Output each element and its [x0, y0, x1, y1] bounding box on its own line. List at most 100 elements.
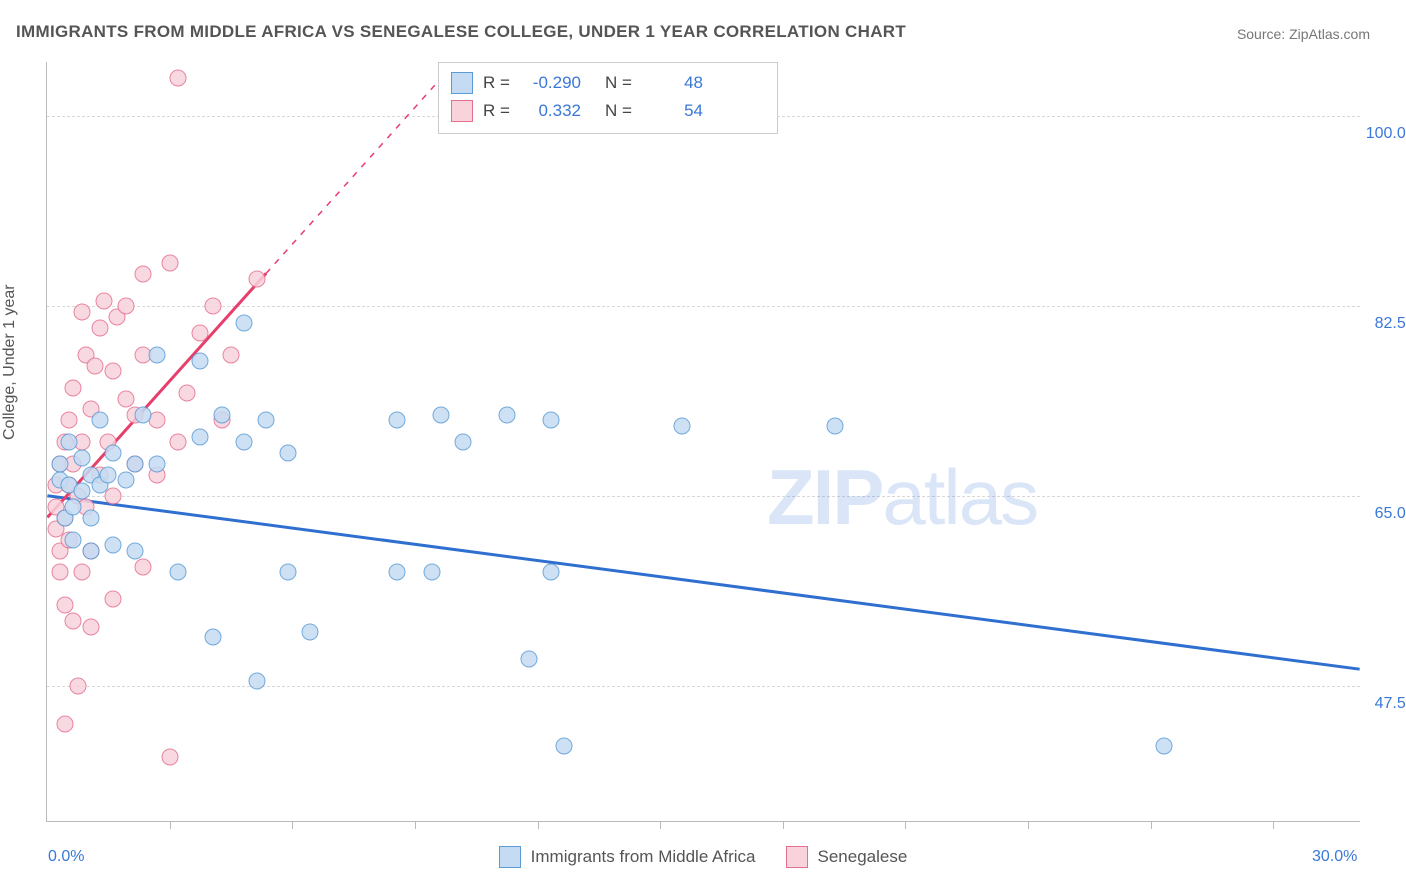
- data-point: [104, 444, 121, 461]
- data-point: [65, 379, 82, 396]
- value-R-series-2: 0.332: [525, 101, 595, 121]
- x-tick: [415, 821, 416, 829]
- data-point: [674, 417, 691, 434]
- legend-row-series-2: R = 0.332 N = 54: [451, 97, 765, 125]
- swatch-series-2: [451, 100, 473, 122]
- data-point: [170, 70, 187, 87]
- data-point: [214, 406, 231, 423]
- data-point: [279, 444, 296, 461]
- data-point: [192, 428, 209, 445]
- data-point: [236, 434, 253, 451]
- x-tick: [538, 821, 539, 829]
- data-point: [87, 358, 104, 375]
- data-point: [60, 412, 77, 429]
- data-point: [135, 265, 152, 282]
- data-point: [249, 271, 266, 288]
- data-point: [433, 406, 450, 423]
- x-tick: [905, 821, 906, 829]
- y-tick-label: 100.0%: [1366, 125, 1406, 143]
- legend-series-names: Immigrants from Middle Africa Senegalese: [0, 846, 1406, 868]
- y-tick-label: 65.0%: [1375, 505, 1406, 523]
- legend-item-series-2: Senegalese: [786, 846, 908, 868]
- x-tick: [170, 821, 171, 829]
- correlation-chart: IMMIGRANTS FROM MIDDLE AFRICA VS SENEGAL…: [0, 0, 1406, 892]
- x-tick: [1273, 821, 1274, 829]
- label-R: R =: [483, 101, 515, 121]
- data-point: [117, 298, 134, 315]
- data-point: [148, 347, 165, 364]
- data-point: [126, 542, 143, 559]
- data-point: [161, 748, 178, 765]
- legend-label-series-1: Immigrants from Middle Africa: [531, 847, 756, 867]
- data-point: [135, 406, 152, 423]
- x-tick: [292, 821, 293, 829]
- data-point: [91, 320, 108, 337]
- data-point: [74, 564, 91, 581]
- x-tick-label-max: 30.0%: [1312, 848, 1357, 866]
- data-point: [455, 434, 472, 451]
- source-name: ZipAtlas.com: [1289, 26, 1370, 42]
- data-point: [82, 618, 99, 635]
- y-axis-title: College, Under 1 year: [1, 284, 19, 440]
- data-point: [279, 564, 296, 581]
- label-N: N =: [605, 101, 637, 121]
- data-point: [222, 347, 239, 364]
- source-prefix: Source:: [1237, 26, 1289, 42]
- data-point: [424, 564, 441, 581]
- source-attribution: Source: ZipAtlas.com: [1237, 26, 1370, 42]
- data-point: [389, 564, 406, 581]
- gridline-h: [47, 306, 1360, 307]
- data-point: [91, 412, 108, 429]
- swatch-series-1: [451, 72, 473, 94]
- data-point: [74, 450, 91, 467]
- data-point: [56, 716, 73, 733]
- data-point: [236, 314, 253, 331]
- data-point: [555, 738, 572, 755]
- data-point: [258, 412, 275, 429]
- swatch-series-1: [499, 846, 521, 868]
- data-point: [104, 591, 121, 608]
- data-point: [249, 672, 266, 689]
- data-point: [65, 531, 82, 548]
- data-point: [827, 417, 844, 434]
- data-point: [148, 455, 165, 472]
- x-tick-label-min: 0.0%: [48, 848, 84, 866]
- data-point: [74, 482, 91, 499]
- label-R: R =: [483, 73, 515, 93]
- data-point: [69, 678, 86, 695]
- legend-statistics: R = -0.290 N = 48 R = 0.332 N = 54: [438, 62, 778, 134]
- data-point: [65, 499, 82, 516]
- data-point: [104, 488, 121, 505]
- data-point: [117, 390, 134, 407]
- plot-area: ZIPatlas 47.5%65.0%82.5%100.0%: [46, 62, 1360, 822]
- data-point: [389, 412, 406, 429]
- value-N-series-1: 48: [647, 73, 717, 93]
- data-point: [65, 613, 82, 630]
- legend-label-series-2: Senegalese: [818, 847, 908, 867]
- value-N-series-2: 54: [647, 101, 717, 121]
- data-point: [56, 596, 73, 613]
- swatch-series-2: [786, 846, 808, 868]
- gridline-h: [47, 496, 1360, 497]
- data-point: [52, 564, 69, 581]
- data-point: [205, 298, 222, 315]
- data-point: [192, 325, 209, 342]
- data-point: [520, 651, 537, 668]
- data-point: [192, 352, 209, 369]
- data-point: [74, 303, 91, 320]
- data-point: [161, 254, 178, 271]
- data-point: [117, 472, 134, 489]
- data-point: [82, 510, 99, 527]
- y-tick-label: 47.5%: [1375, 695, 1406, 713]
- data-point: [301, 624, 318, 641]
- data-point: [82, 542, 99, 559]
- data-point: [100, 466, 117, 483]
- label-N: N =: [605, 73, 637, 93]
- data-point: [205, 629, 222, 646]
- x-tick: [660, 821, 661, 829]
- data-point: [542, 564, 559, 581]
- data-point: [104, 537, 121, 554]
- regression-line: [47, 496, 1359, 669]
- legend-item-series-1: Immigrants from Middle Africa: [499, 846, 756, 868]
- data-point: [179, 385, 196, 402]
